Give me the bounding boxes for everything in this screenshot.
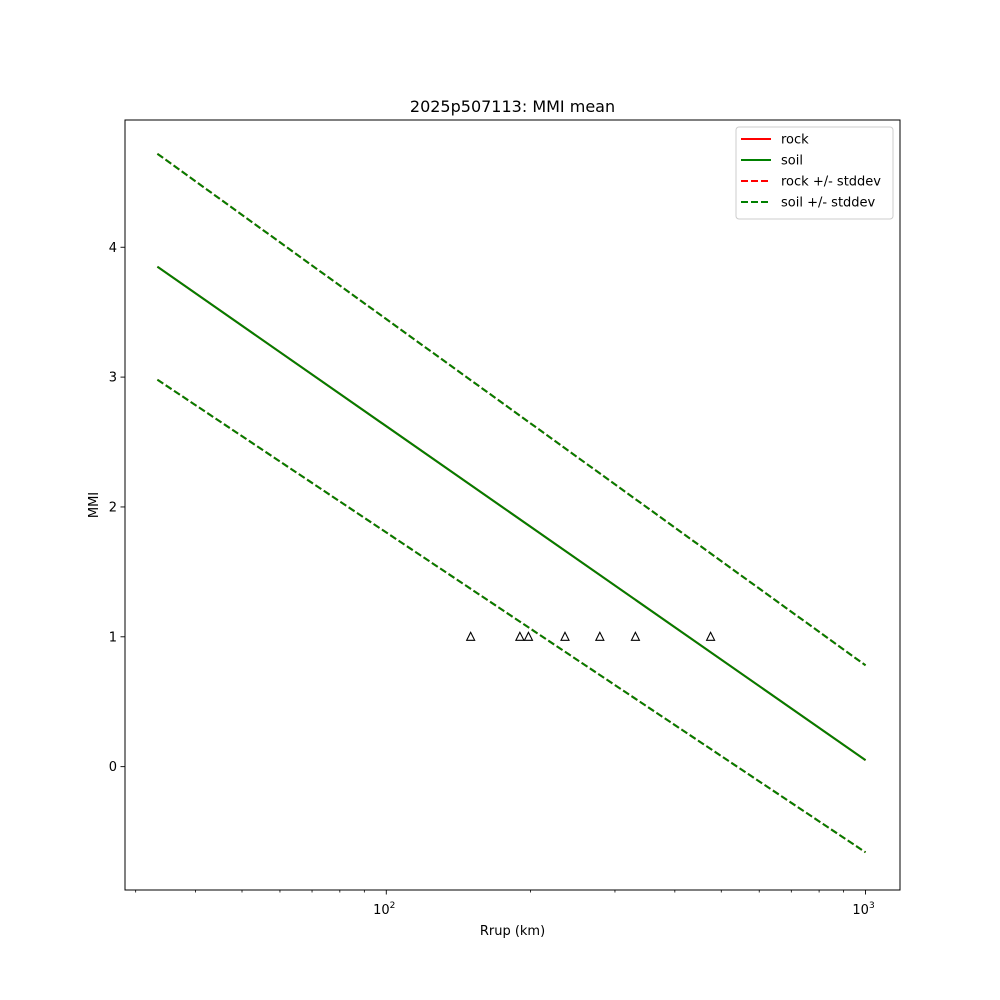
observation-marker: [630, 631, 641, 641]
y-tick-label: 0: [109, 760, 117, 775]
series-line-soil-stddev: [156, 152, 867, 667]
x-tick-label: 102: [373, 901, 395, 918]
series-line-soil: [156, 265, 867, 761]
chart-title: 2025p507113: MMI mean: [410, 97, 615, 116]
legend-label: soil +/- stddev: [781, 196, 876, 211]
y-tick-label: 1: [109, 630, 117, 645]
y-tick-label: 3: [109, 371, 117, 386]
legend: rock soil rock +/- stddev soil +/- stddev: [735, 126, 894, 220]
y-tick-label: 2: [109, 500, 117, 515]
legend-label: soil: [781, 154, 803, 169]
observation-marker: [514, 631, 525, 641]
observation-marker: [465, 631, 476, 641]
axes-frame: [124, 119, 901, 891]
series-line-soil-stddev: [156, 378, 867, 854]
plot-area: [156, 152, 867, 854]
axes: 102 103 0 1 2 3 4: [109, 119, 901, 918]
observation-marker: [705, 631, 716, 641]
observation-marker: [594, 631, 605, 641]
y-axis-label: MMI: [87, 492, 102, 518]
y-tick-label: 4: [109, 241, 117, 256]
legend-label: rock: [781, 133, 809, 148]
observation-marker: [560, 631, 570, 641]
legend-box: [735, 126, 894, 220]
observation-marker: [523, 631, 534, 641]
x-axis-label: Rrup (km): [480, 924, 545, 939]
legend-label: rock +/- stddev: [781, 175, 881, 190]
x-tick-label: 103: [852, 901, 874, 918]
